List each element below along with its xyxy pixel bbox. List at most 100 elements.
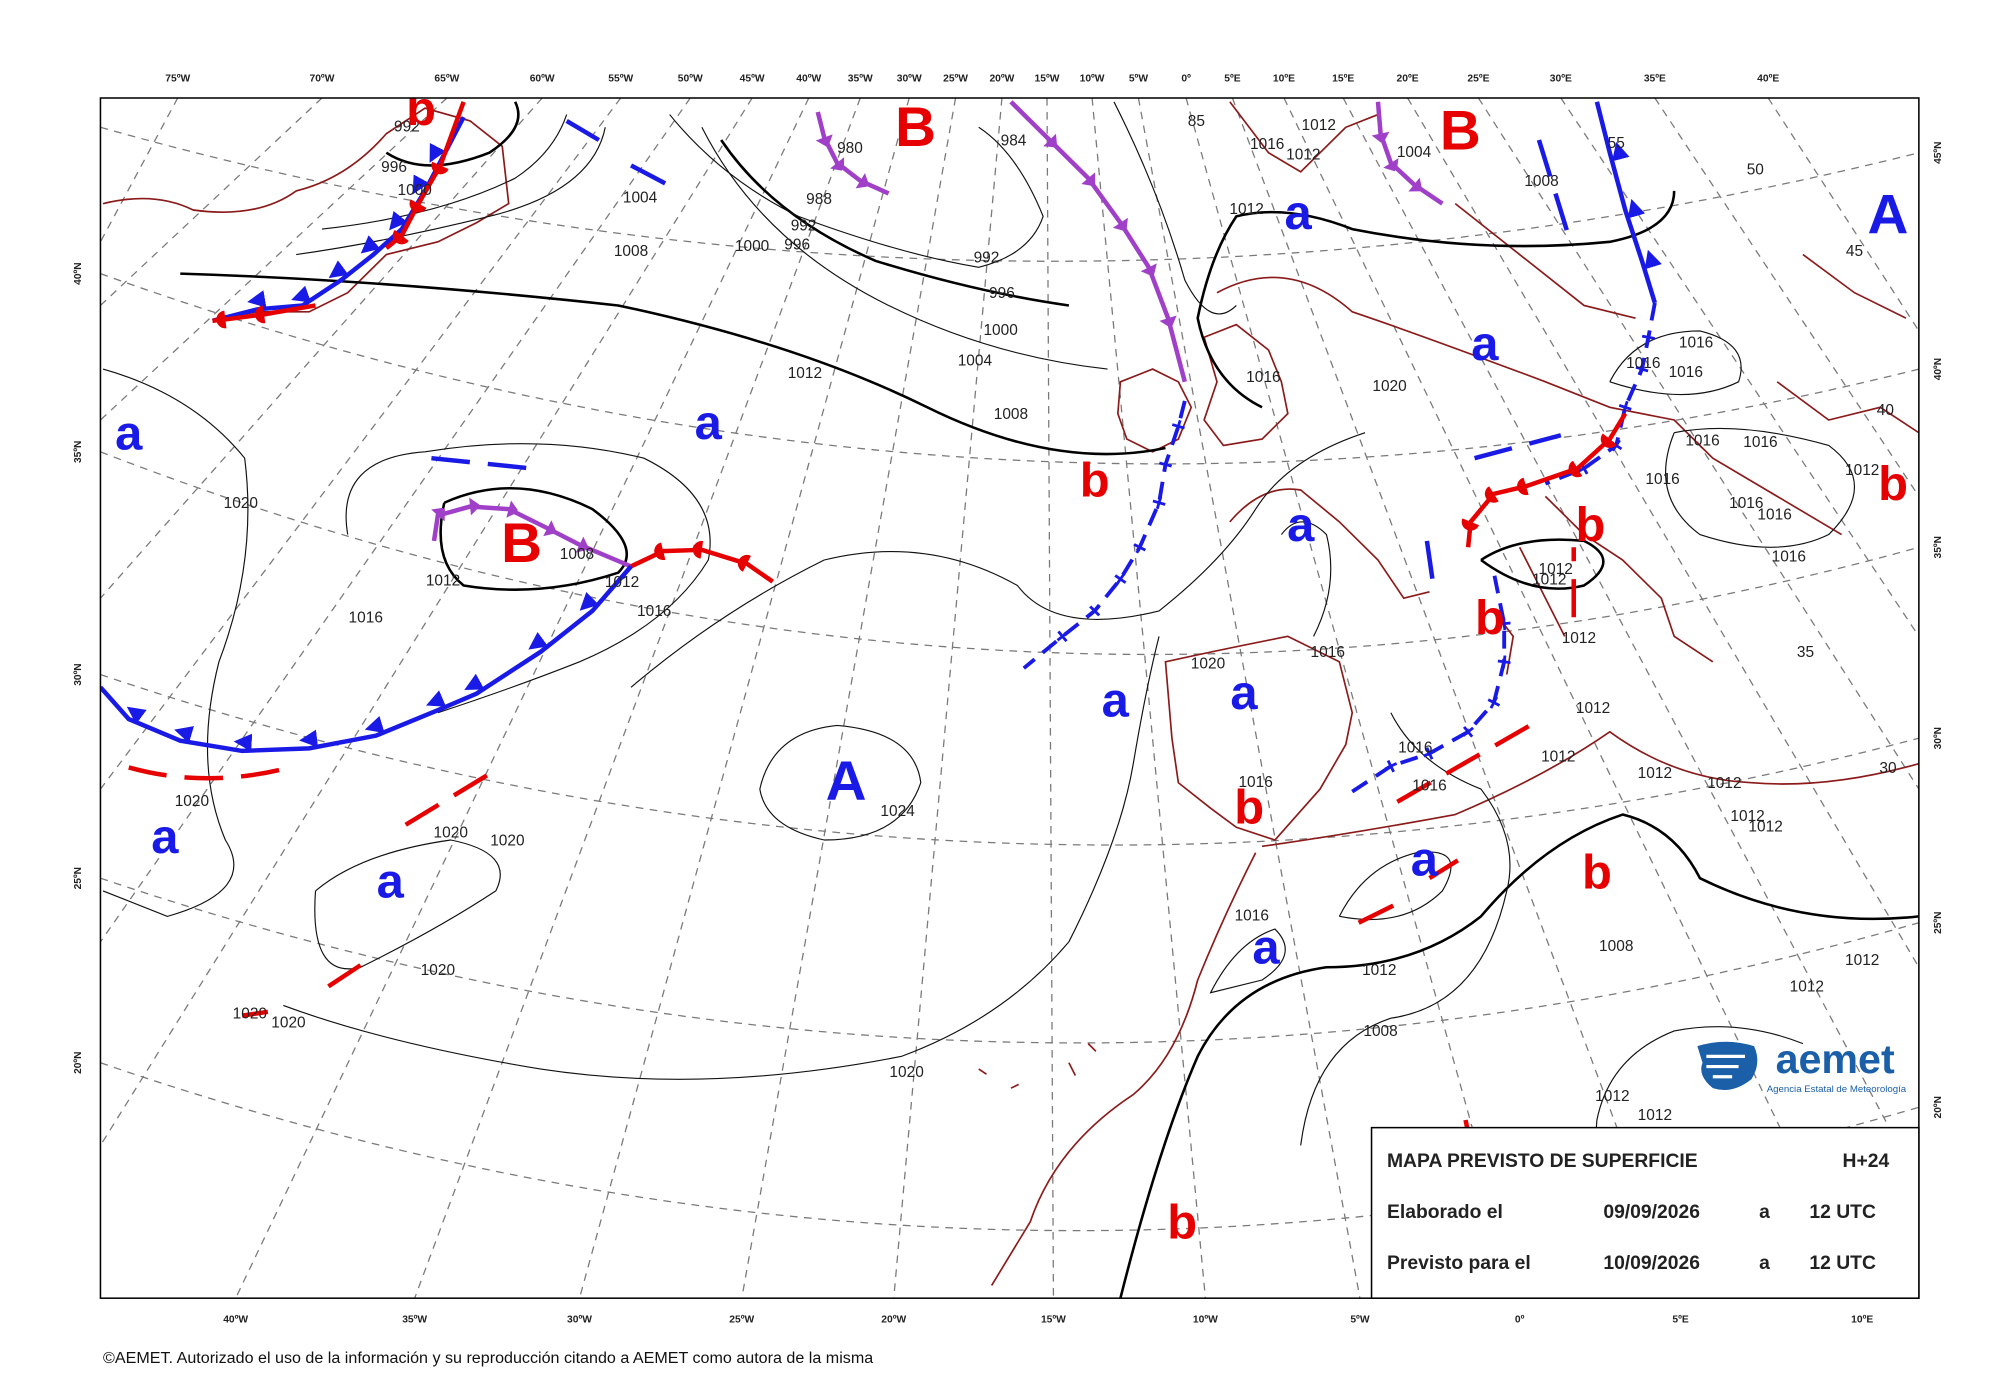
longitude-label: 10ºE (1273, 74, 1295, 85)
isobar-label: 1016 (1246, 369, 1280, 386)
isobar-label: 1012 (1362, 962, 1396, 979)
logo: aemet Agencia Estatal de Meteorología (1697, 1036, 1907, 1095)
pressure-centers: b B B Aa a a a b B a b b b a a Aa b a a b a b (115, 95, 1908, 1250)
longitude-label: 35ºW (848, 74, 873, 85)
isobar-label: 1016 (1238, 774, 1272, 791)
isobar-label: 1016 (1412, 778, 1446, 795)
isobar-label: 50 (1747, 162, 1764, 179)
isobar-label: 1016 (1729, 495, 1763, 512)
longitude-label: 35ºE (1644, 74, 1666, 85)
isobar-label: 1020 (490, 832, 524, 849)
info-label: Elaborado el (1387, 1202, 1503, 1223)
isobar-label: 1020 (233, 1005, 267, 1022)
high-pressure-center: A (826, 749, 867, 812)
map-frame (99, 97, 1920, 1299)
isobar-label: 1000 (735, 238, 769, 255)
low-pressure-center: b (1234, 781, 1264, 835)
longitude-label: 10ºW (1080, 74, 1105, 85)
longitude-label: 20ºW (989, 74, 1014, 85)
high-pressure-center: a (1287, 498, 1315, 552)
isobar-label: 996 (784, 237, 810, 254)
longitude-label: 40ºE (1757, 74, 1779, 85)
high-pressure-center: a (1411, 833, 1439, 887)
low-pressure-center: B (895, 95, 936, 158)
isobar-label: 1012 (1562, 630, 1596, 647)
longitude-label: 55ºW (608, 74, 633, 85)
info-box: MAPA PREVISTO DE SUPERFICIE H+24 Elabora… (1370, 1126, 1920, 1299)
longitude-label: 65ºW (434, 74, 459, 85)
info-date: 10/09/2026 (1603, 1253, 1700, 1274)
isobar-label: 45 (1846, 243, 1863, 260)
top-longitudes: 75ºW 70ºW 65ºW 60ºW 55ºW 50ºW 45ºW 40ºW 35ºW 30ºW… (165, 74, 1779, 85)
low-pressure-center: b (1576, 498, 1606, 552)
isobar-label: 1020 (175, 793, 209, 810)
isobar-label: 1008 (1524, 173, 1558, 190)
high-pressure-center: a (1285, 186, 1313, 240)
longitude-label: 25ºW (943, 74, 968, 85)
isobar-label: 1020 (889, 1064, 923, 1081)
bottom-longitudes: 40ºW 35ºW 30ºW 25ºW 20ºW 15ºW 10ºW 5ºW 0º 5ºE 10ºE (223, 1314, 1873, 1325)
low-pressure-center: b (1167, 1196, 1197, 1250)
high-pressure-center: a (1471, 317, 1499, 371)
info-time: 12 UTC (1809, 1202, 1876, 1223)
latitude-label: 30ºN (1933, 727, 1944, 749)
logo-subtitle: Agencia Estatal de Meteorología (1767, 1084, 1907, 1095)
longitude-label: 0º (1515, 1314, 1525, 1325)
isobar-label: 1012 (1541, 748, 1575, 765)
isobar-labels: 992 996 1000 1004 1008 980 984 988 992 996 1000 992… (175, 113, 1897, 1124)
longitude-label: 40ºW (223, 1314, 248, 1325)
low-pressure-center: b (1878, 457, 1908, 511)
isobar-label: 1012 (1845, 952, 1879, 969)
low-pressure-center: b (1582, 846, 1612, 900)
isobar-label: 1012 (1845, 462, 1879, 479)
info-time: 12 UTC (1809, 1253, 1876, 1274)
longitude-label: 10ºE (1851, 1314, 1873, 1325)
isobar-label: 1016 (1250, 136, 1284, 153)
longitude-label: 30ºW (897, 74, 922, 85)
isobar-label: 30 (1879, 760, 1896, 777)
isobar-label: 1016 (1757, 507, 1791, 524)
longitude-label: 50ºW (678, 74, 703, 85)
longitude-label: 40ºW (796, 74, 821, 85)
longitude-label: 15ºE (1332, 74, 1354, 85)
isobar-label: 996 (989, 285, 1015, 302)
isobar-label: 1012 (1748, 818, 1782, 835)
isobar-label: 1004 (623, 190, 658, 207)
high-pressure-center: a (115, 407, 143, 461)
footer: ©AEMET. Autorizado el uso de la informac… (103, 1350, 873, 1367)
latitude-label: 40ºN (73, 262, 84, 284)
isobar-label: 1008 (1599, 938, 1633, 955)
high-pressure-center: a (1102, 674, 1130, 728)
isobar-label: 1016 (1398, 739, 1432, 756)
isobar-label: 1012 (1576, 700, 1610, 717)
high-pressure-center: a (1252, 921, 1280, 975)
isobar-label: 1016 (1626, 355, 1660, 372)
isobar-label: 1012 (1532, 571, 1566, 588)
isobar-label: 35 (1797, 644, 1814, 661)
isobar-label: 1012 (605, 574, 639, 591)
isobar-label: 1012 (1707, 775, 1741, 792)
longitude-label: 35ºW (402, 1314, 427, 1325)
isobar-label: 1008 (560, 546, 594, 563)
right-latitudes: 45ºN 40ºN 35ºN 30ºN 25ºN 20ºN (1933, 142, 1944, 1119)
high-pressure-center: a (695, 396, 723, 450)
coastlines (102, 101, 1919, 1286)
isobar-label: 996 (381, 159, 407, 176)
isobar-label: 1016 (1679, 335, 1713, 352)
isobar-label: 992 (974, 249, 1000, 266)
isobar-label: 1012 (1730, 808, 1764, 825)
isobar-label: 1016 (1772, 549, 1806, 566)
isobar-label: 55 (1608, 135, 1625, 152)
isobar-label: 1012 (1302, 117, 1336, 134)
isobar-label: 1008 (1363, 1023, 1397, 1040)
longitude-label: 10ºW (1193, 1314, 1218, 1325)
longitude-label: 70ºW (309, 74, 334, 85)
isobar-label: 1020 (1372, 378, 1406, 395)
latitude-label: 25ºN (1933, 912, 1944, 934)
info-sep: a (1759, 1202, 1770, 1223)
left-latitudes: 40ºN 35ºN 30ºN 25ºN 20ºN (73, 262, 84, 1073)
isobar-label: 1012 (1595, 1088, 1629, 1105)
longitude-label: 5ºW (1129, 74, 1149, 85)
low-pressure-center: b (1080, 454, 1110, 508)
